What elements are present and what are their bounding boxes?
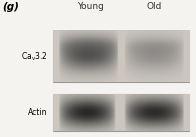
Text: Old: Old — [147, 2, 162, 11]
Bar — [53, 94, 190, 131]
Text: Actin: Actin — [28, 108, 47, 117]
Text: Young: Young — [77, 2, 104, 11]
Text: Ca$_\mathrm{v}$3.2: Ca$_\mathrm{v}$3.2 — [21, 50, 47, 63]
Bar — [53, 31, 190, 82]
Text: (g): (g) — [3, 2, 20, 12]
